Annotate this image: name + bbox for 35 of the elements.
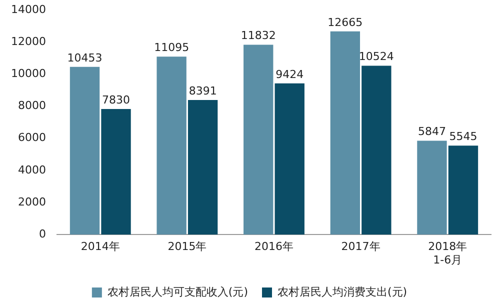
y-tick-label: 12000: [10, 34, 46, 48]
x-tick-label: 2017年: [341, 240, 380, 254]
y-tick-label: 14000: [10, 2, 46, 16]
data-label: 7830: [102, 93, 130, 106]
data-label: 5545: [449, 130, 478, 143]
x-tick-label: 2015年: [168, 240, 207, 254]
y-tick-label: 6000: [18, 131, 46, 144]
bar: [70, 66, 100, 235]
data-label: 10524: [358, 50, 394, 64]
bar: [188, 100, 218, 235]
bar: [101, 108, 131, 235]
legend-label: 农村居民人均消费支出(元): [278, 285, 408, 298]
y-tick-label: 4000: [18, 163, 46, 176]
legend-label: 农村居民人均可支配收入(元): [107, 285, 248, 298]
data-label: 11832: [240, 29, 276, 42]
data-label: 8391: [188, 84, 217, 98]
x-tick-label: 2016年: [254, 240, 294, 254]
y-tick-label: 10000: [10, 67, 46, 80]
bar: [156, 56, 186, 235]
x-tick-label: 2018年 1-6月: [428, 240, 468, 266]
x-tick-label: 2014年: [80, 240, 120, 254]
bar: [417, 140, 447, 235]
bar: [448, 146, 478, 235]
bar: [330, 31, 360, 235]
y-tick-label: 2000: [18, 195, 46, 208]
y-tick-label: 0: [38, 227, 46, 240]
data-label: 11095: [154, 40, 190, 54]
data-label: 9424: [276, 68, 304, 81]
y-tick-label: 8000: [18, 99, 46, 112]
data-label: 5847: [418, 125, 446, 138]
data-label: 10453: [67, 51, 102, 64]
bar: [362, 66, 392, 235]
data-label: 12665: [328, 16, 363, 29]
bar: [244, 44, 274, 235]
bar: [274, 83, 304, 235]
